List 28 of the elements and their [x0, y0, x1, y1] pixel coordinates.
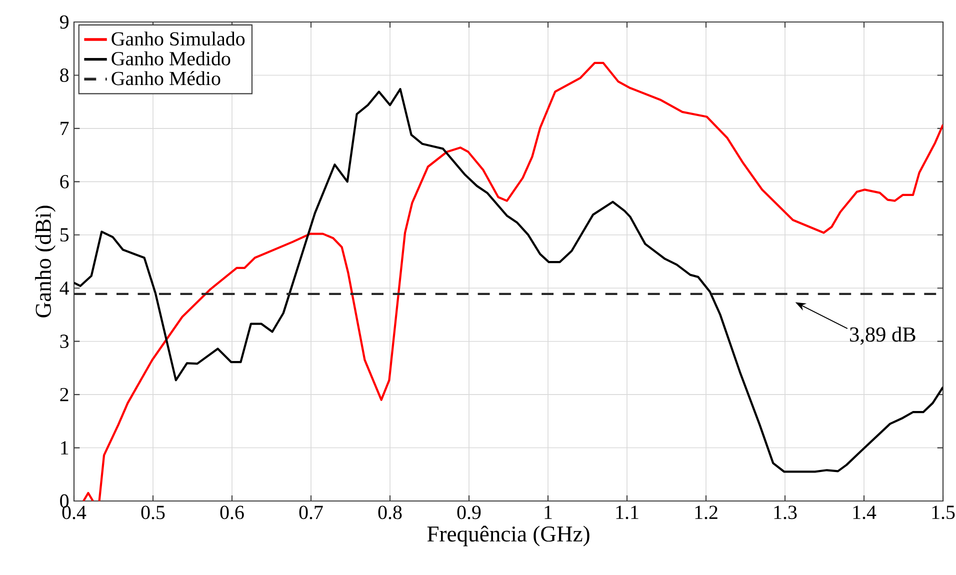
- legend-label: Ganho Médio: [112, 71, 220, 86]
- x-axis-title: Frequência (GHz): [427, 526, 590, 546]
- y-tick-label: 3: [60, 334, 69, 348]
- y-tick-label: 5: [60, 228, 69, 242]
- legend-label: Ganho Medido: [112, 51, 230, 66]
- y-tick-label: 2: [60, 388, 68, 402]
- y-axis-title: Ganho (dBi): [35, 206, 56, 318]
- x-tick-label: 1.1: [616, 506, 638, 520]
- y-tick-label: 9: [60, 15, 68, 29]
- y-tick-label: 4: [60, 282, 69, 295]
- y-tick-label: 8: [60, 68, 69, 82]
- y-tick-label: 6: [60, 174, 69, 188]
- legend-label: Ganho Simulado: [112, 32, 245, 46]
- x-tick-label: 1.3: [774, 506, 797, 520]
- x-tick-label: 1.4: [853, 506, 876, 520]
- x-tick-label: 0.5: [141, 506, 165, 520]
- x-tick-label: 0.8: [378, 506, 402, 520]
- y-tick-label: 0: [60, 494, 69, 508]
- x-tick-label: 1.5: [932, 506, 955, 520]
- y-tick-label: 7: [60, 122, 69, 135]
- annotation: 3,89 dB: [850, 326, 916, 345]
- x-tick-label: 1: [544, 506, 552, 519]
- y-tick-label: 1: [61, 441, 68, 454]
- x-tick-label: 1.2: [695, 506, 718, 520]
- x-tick-label: 0.9: [457, 506, 481, 520]
- x-tick-label: 0.7: [299, 506, 323, 520]
- x-tick-label: 0.4: [62, 506, 86, 520]
- x-tick-label: 0.6: [220, 506, 244, 520]
